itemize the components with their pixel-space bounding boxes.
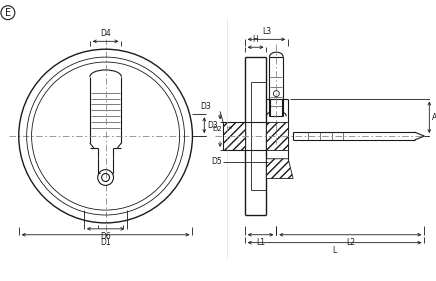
Text: L1: L1 [256, 238, 265, 247]
Text: L3: L3 [262, 27, 271, 36]
Polygon shape [266, 159, 293, 178]
Text: A: A [432, 113, 436, 122]
Text: D5: D5 [212, 157, 222, 166]
Text: D1: D1 [100, 238, 111, 247]
Text: H: H [253, 35, 259, 44]
Text: $^{H7}$: $^{H7}$ [226, 126, 234, 131]
Text: L2: L2 [346, 238, 355, 247]
Polygon shape [223, 122, 245, 150]
Text: E: E [5, 8, 11, 18]
Text: D3: D3 [200, 102, 211, 111]
Text: L: L [332, 246, 337, 255]
Text: D6: D6 [100, 232, 111, 241]
Text: D2: D2 [212, 126, 222, 132]
Polygon shape [266, 122, 288, 150]
Text: D4: D4 [100, 29, 111, 38]
Text: D3: D3 [207, 121, 218, 130]
